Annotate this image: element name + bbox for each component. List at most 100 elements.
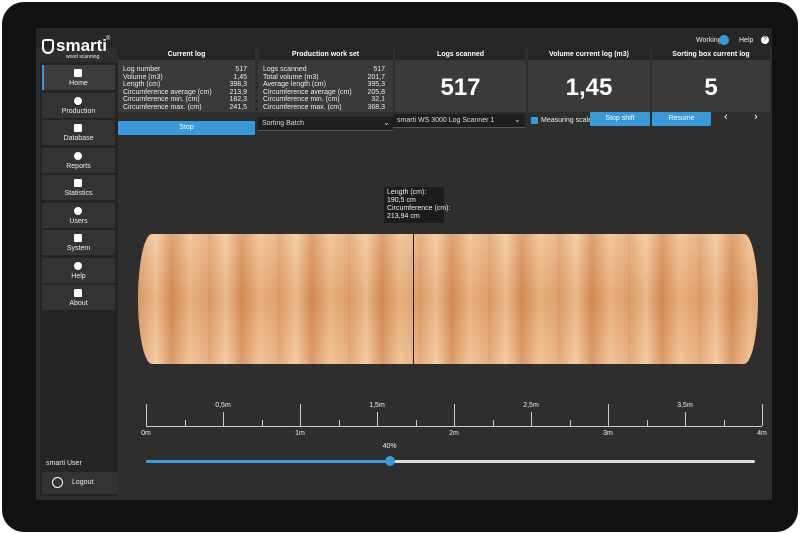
nav-label[interactable]: Help [71,272,86,280]
row-value: 182,3 [229,96,247,103]
row-value: 32,1 [371,96,385,103]
nav-label[interactable]: Statistics [64,190,93,197]
slider-fill [146,460,390,463]
slider-label: 40% [382,443,397,450]
big-value: 1,45 [565,74,613,101]
ruler-tick [531,412,532,426]
ruler-label: 3m [603,430,613,437]
cursor-line [413,232,414,366]
row-label: Circumference min. (cm) [123,96,200,103]
panel-header [652,48,770,60]
row-label: Volume (m3) [123,73,163,81]
nav-icon [74,234,82,242]
ruler-tick [223,412,224,426]
nav-label[interactable]: Reports [66,162,91,170]
nav-icon [74,289,82,297]
stop-button[interactable]: Stop [118,121,255,135]
log-overlay [138,234,758,364]
ruler-label: 1,5m [369,402,385,409]
help-icon[interactable]: ? [761,36,769,44]
nav-icon [74,151,82,160]
ruler-tick [762,404,763,426]
row-label: Circumference max. (cm) [123,103,202,111]
nav-label[interactable]: Production [61,107,96,115]
row-label: Log number [123,66,161,73]
stop-shift-button[interactable]: Stop shift [590,112,650,126]
top-bar [36,28,772,48]
ruler-minor-tick [492,420,494,426]
logo-icon [42,39,54,54]
row-value: 201,7 [367,73,385,81]
row-value: 517 [373,66,385,73]
nav-icon [74,124,82,132]
nav-icon [74,179,82,187]
nav-label[interactable]: Home [69,80,88,87]
ruler-label: 0m [141,430,151,437]
ruler-label: 1m [295,430,305,437]
ruler-tick [300,404,301,426]
nav-label[interactable]: Database [63,135,94,142]
nav-label[interactable]: Users [69,217,88,225]
user-name: smarti User [46,460,82,467]
panel-header [528,48,650,60]
tagline: wood scanning [66,54,100,60]
slider-knob[interactable] [384,456,395,466]
ruler-minor-tick [723,420,725,426]
panel-title: Sorting box current log [672,51,750,58]
row-label: Circumference min. (cm) [263,96,340,103]
row-value: 205,8 [367,88,385,96]
row-label: Length (cm) [123,81,161,88]
measuring-checkbox[interactable] [531,117,538,124]
panel-title: Volume current log (m3) [549,51,629,58]
next-arrow[interactable]: › [754,111,758,123]
ruler-tick [608,404,609,426]
panel-title: Current log [167,51,206,58]
row-value: 241,5 [229,103,247,111]
panel-title: Logs scanned [436,51,485,58]
row-label: Average length (cm) [263,81,326,88]
help-link[interactable]: Help [739,37,754,44]
row-value: 213,9 [229,88,247,96]
ruler-minor-tick [646,420,648,426]
logout-icon [52,477,63,488]
logo-mark: ® [106,36,111,42]
slider-track[interactable] [146,460,755,463]
panel-header [258,48,393,60]
resume-button[interactable]: Resume [652,112,711,126]
ruler-tick [454,404,455,426]
nav-icon [74,69,82,77]
status-indicator [719,35,729,45]
ruler-label: 4m [757,430,767,437]
dropdown-arrow[interactable]: ⌄ [383,118,390,127]
ruler-tick [377,412,378,426]
tooltip-line: Circumference (cm): [387,205,451,212]
scanner-select[interactable]: smarti WS 3000 Log Scanner 1 [393,114,525,128]
ruler-minor-tick [338,420,340,426]
nav-label[interactable]: System [66,245,91,252]
tooltip-line: 213,94 cm [387,213,420,220]
ruler-tick [685,412,686,426]
row-value: 1,45 [233,73,247,81]
batch-select[interactable]: Sorting Batch [258,117,393,131]
tooltip-line: Length (cm): [387,189,427,196]
nav-label[interactable]: About [69,300,88,307]
panel-header [395,48,526,60]
row-label: Circumference average (cm) [263,88,352,96]
logout-label[interactable]: Logout [72,479,94,486]
ruler-minor-tick [415,420,417,426]
dropdown-arrow[interactable]: ⌄ [514,115,521,124]
log-scan [138,234,758,364]
panel-header [118,48,255,60]
row-label: Circumference average (cm) [123,88,212,96]
prev-arrow[interactable]: ‹ [724,111,728,123]
row-value: 368,3 [367,103,385,111]
measuring-label[interactable]: Measuring scale [541,117,592,124]
nav-icon [74,261,82,270]
panel-title: Production work set [291,51,360,58]
ruler-label: 2m [449,430,459,437]
ruler-tick [146,404,147,426]
ruler-label: 2,5m [523,402,539,409]
row-value: 395,3 [367,81,385,88]
row-label: Total volume (m3) [263,73,319,81]
